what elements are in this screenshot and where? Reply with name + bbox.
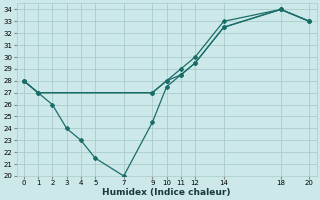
X-axis label: Humidex (Indice chaleur): Humidex (Indice chaleur) (102, 188, 231, 197)
